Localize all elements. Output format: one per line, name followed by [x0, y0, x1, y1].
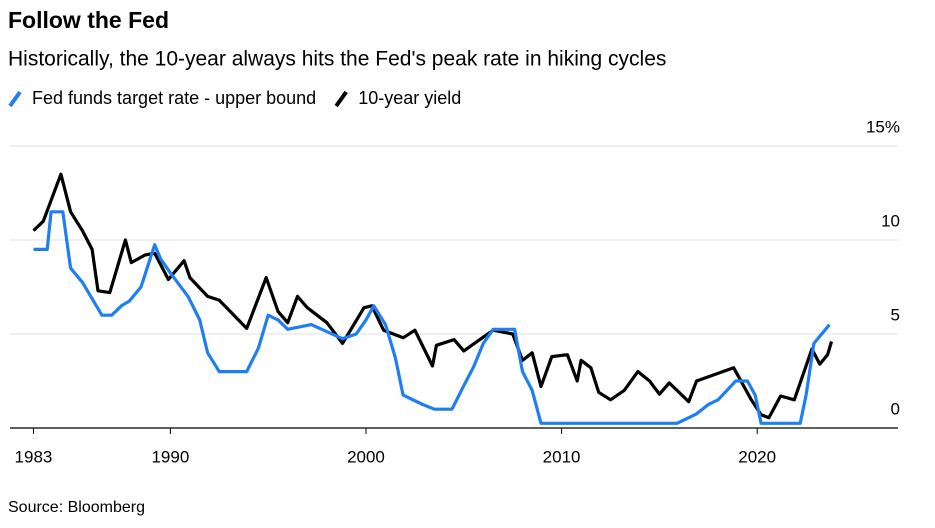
source: Source: Bloomberg [8, 499, 145, 516]
chart-subtitle: Historically, the 10-year always hits th… [8, 48, 666, 71]
x-tick-label: 2010 [543, 447, 581, 466]
x-tick-label: 2000 [347, 447, 385, 466]
x-tick-label: 2020 [738, 447, 776, 466]
y-tick-label: 15% [866, 117, 900, 136]
x-tick-label: 1983 [15, 447, 53, 466]
y-tick-label: 10 [881, 211, 900, 230]
y-tick-label: 5 [891, 305, 900, 324]
legend-label: 10-year yield [358, 88, 461, 108]
legend-swatch [8, 90, 22, 108]
series-line [32, 172, 834, 420]
chart-title: Follow the Fed [8, 7, 169, 33]
x-tick-label: 1990 [151, 447, 189, 466]
series-line [33, 210, 831, 425]
legend-swatch [334, 90, 348, 108]
y-tick-label: 0 [891, 399, 900, 418]
legend-label: Fed funds target rate - upper bound [32, 88, 316, 108]
